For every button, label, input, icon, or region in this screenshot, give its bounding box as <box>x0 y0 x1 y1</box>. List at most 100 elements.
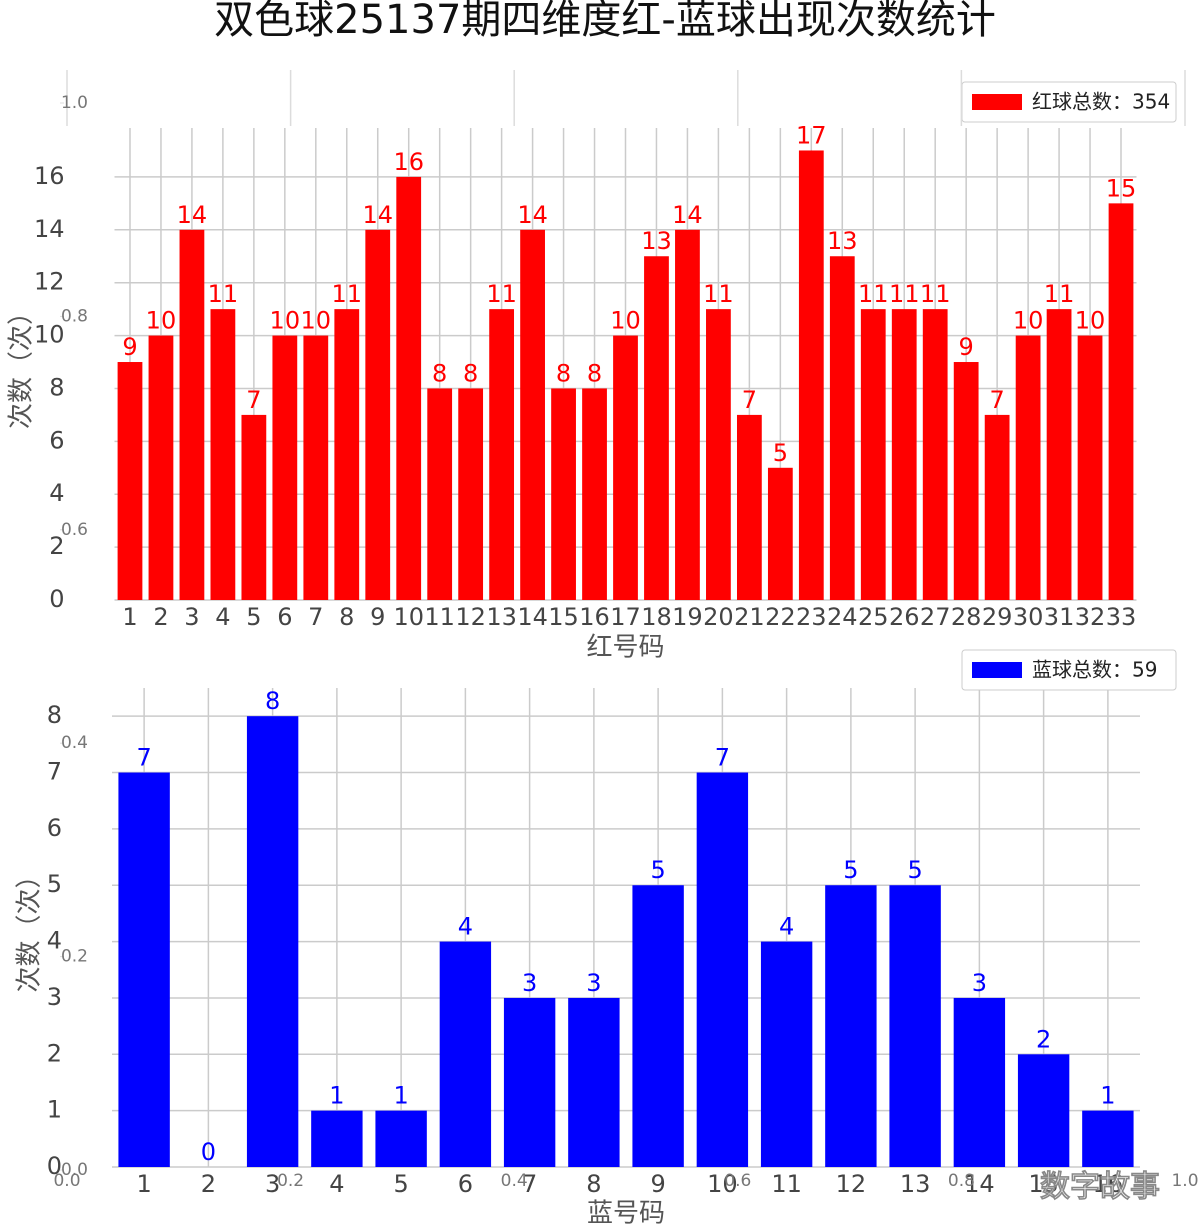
value-label: 8 <box>432 359 447 387</box>
bar <box>246 716 299 1167</box>
y-tick-label: 0 <box>49 585 64 613</box>
value-label: 10 <box>610 307 641 335</box>
bar <box>953 997 1006 1167</box>
y-tick-label: 16 <box>34 162 65 190</box>
y-tick-label: 2 <box>47 1039 62 1067</box>
x-tick-label: 29 <box>982 603 1013 631</box>
ghost-y-tick-label: 0.6 <box>61 520 88 540</box>
y-tick-label: 8 <box>49 373 64 401</box>
value-label: 3 <box>972 969 987 997</box>
value-label: 9 <box>959 333 974 361</box>
y-tick-label: 14 <box>34 215 65 243</box>
y-tick-label: 5 <box>47 870 62 898</box>
bar <box>179 229 205 600</box>
value-label: 13 <box>827 227 858 255</box>
value-label: 11 <box>703 280 734 308</box>
value-label: 14 <box>672 201 703 229</box>
bar <box>118 772 170 1167</box>
bar <box>210 309 236 600</box>
x-tick-label: 7 <box>522 1170 537 1198</box>
x-tick-label: 4 <box>215 603 230 631</box>
bar <box>644 256 669 600</box>
x-tick-label: 3 <box>265 1170 280 1198</box>
value-label: 4 <box>458 913 473 941</box>
value-label: 1 <box>329 1082 344 1110</box>
bar <box>706 309 731 600</box>
bar <box>1017 1054 1070 1167</box>
x-tick-label: 20 <box>703 603 734 631</box>
x-tick-label: 13 <box>486 603 517 631</box>
bar <box>458 388 484 600</box>
x-tick-label: 5 <box>393 1170 408 1198</box>
x-tick-label: 24 <box>827 603 858 631</box>
x-tick-label: 10 <box>707 1170 738 1198</box>
ghost-y-tick-label: 0.0 <box>61 1160 88 1180</box>
legend-label: 红球总数：354 <box>1032 90 1170 114</box>
bar <box>272 335 298 600</box>
x-tick-label: 5 <box>246 603 261 631</box>
x-tick-label: 1 <box>136 1170 151 1198</box>
bar <box>520 229 545 600</box>
bar <box>427 388 453 600</box>
bar <box>953 362 979 600</box>
x-tick-label: 11 <box>771 1170 802 1198</box>
bar <box>632 885 684 1167</box>
ghost-x-tick-label: 0.6 <box>724 1171 751 1191</box>
value-label: 9 <box>122 333 137 361</box>
x-tick-label: 30 <box>1013 603 1044 631</box>
y-tick-label: 1 <box>47 1096 62 1124</box>
x-tick-label: 15 <box>548 603 579 631</box>
value-label: 14 <box>517 201 548 229</box>
bar <box>568 997 620 1167</box>
x-tick-label: 27 <box>920 603 951 631</box>
x-tick-label: 21 <box>734 603 765 631</box>
y-tick-label: 0 <box>47 1152 62 1180</box>
x-tick-label: 33 <box>1106 603 1137 631</box>
x-tick-label: 12 <box>455 603 486 631</box>
x-tick-label: 12 <box>836 1170 867 1198</box>
x-tick-label: 19 <box>672 603 703 631</box>
y-tick-label: 7 <box>47 758 62 786</box>
y-tick-label: 8 <box>47 701 62 729</box>
bar <box>825 885 877 1167</box>
x-tick-label: 6 <box>458 1170 473 1198</box>
x-tick-label: 25 <box>858 603 889 631</box>
y-tick-label: 10 <box>34 321 65 349</box>
x-tick-label: 31 <box>1044 603 1075 631</box>
bar <box>984 414 1010 600</box>
bar <box>503 997 556 1167</box>
bar <box>613 335 638 600</box>
value-label: 3 <box>586 969 601 997</box>
y-tick-label: 4 <box>47 927 62 955</box>
x-tick-label: 3 <box>184 603 199 631</box>
value-label: 5 <box>907 856 922 884</box>
ghost-x-tick-label: 0.8 <box>948 1171 975 1191</box>
bar <box>889 885 941 1167</box>
value-label: 15 <box>1106 174 1137 202</box>
bar <box>148 335 174 600</box>
value-label: 1 <box>1100 1082 1115 1110</box>
bar <box>582 388 607 600</box>
value-label: 11 <box>486 280 517 308</box>
value-label: 8 <box>556 359 571 387</box>
bar <box>675 229 700 600</box>
y-tick-label: 2 <box>49 532 64 560</box>
bar <box>241 414 267 600</box>
bar <box>303 335 329 600</box>
x-tick-label: 4 <box>329 1170 344 1198</box>
value-label: 13 <box>641 227 672 255</box>
value-label: 11 <box>889 280 920 308</box>
watermark: 数字故事 <box>1040 1170 1160 1205</box>
value-label: 7 <box>715 744 730 772</box>
bar <box>1108 203 1134 601</box>
x-tick-label: 16 <box>1093 1170 1124 1198</box>
value-label: 10 <box>301 307 332 335</box>
value-label: 4 <box>779 913 794 941</box>
bar <box>117 362 143 600</box>
legend-swatch <box>972 94 1022 110</box>
value-label: 8 <box>265 687 280 715</box>
value-label: 10 <box>1075 307 1106 335</box>
value-label: 10 <box>146 307 177 335</box>
value-label: 17 <box>796 121 827 149</box>
value-label: 0 <box>201 1138 216 1166</box>
